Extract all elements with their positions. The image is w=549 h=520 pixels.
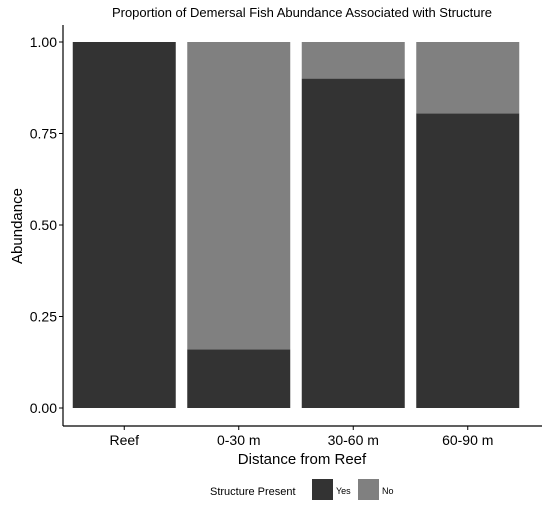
x-tick-label: 0-30 m — [217, 432, 261, 448]
legend: Structure Present Yes No — [210, 479, 394, 500]
y-tick-label: 0.50 — [30, 217, 57, 233]
y-axis-title: Abundance — [9, 188, 26, 264]
chart-title: Proportion of Demersal Fish Abundance As… — [112, 5, 492, 20]
x-axis: Reef 0-30 m 30-60 m 60-90 m — [63, 425, 542, 448]
legend-swatch-yes — [312, 479, 333, 500]
bar-yes-1 — [187, 349, 291, 408]
y-axis: 0.00 0.25 0.50 0.75 1.00 — [30, 25, 64, 426]
x-axis-title: Distance from Reef — [238, 451, 367, 468]
legend-title: Structure Present — [210, 486, 296, 498]
legend-label-yes: Yes — [336, 486, 351, 496]
legend-label-no: No — [382, 486, 394, 496]
x-tick-label: 60-90 m — [442, 432, 493, 448]
bar-yes-2 — [301, 78, 405, 408]
x-tick-label: 30-60 m — [328, 432, 379, 448]
bar-no-1 — [187, 42, 291, 350]
y-tick-label: 0.25 — [30, 309, 57, 325]
y-tick-label: 0.00 — [30, 400, 57, 416]
x-tick-label: Reef — [109, 432, 139, 448]
legend-swatch-no — [358, 479, 379, 500]
bar-yes-3 — [416, 113, 520, 409]
bar-no-2 — [301, 42, 405, 79]
bar-yes-0 — [72, 42, 176, 408]
bars-layer — [72, 42, 520, 409]
y-tick-label: 0.75 — [30, 126, 57, 142]
bar-no-3 — [416, 42, 520, 114]
y-tick-label: 1.00 — [30, 34, 57, 50]
